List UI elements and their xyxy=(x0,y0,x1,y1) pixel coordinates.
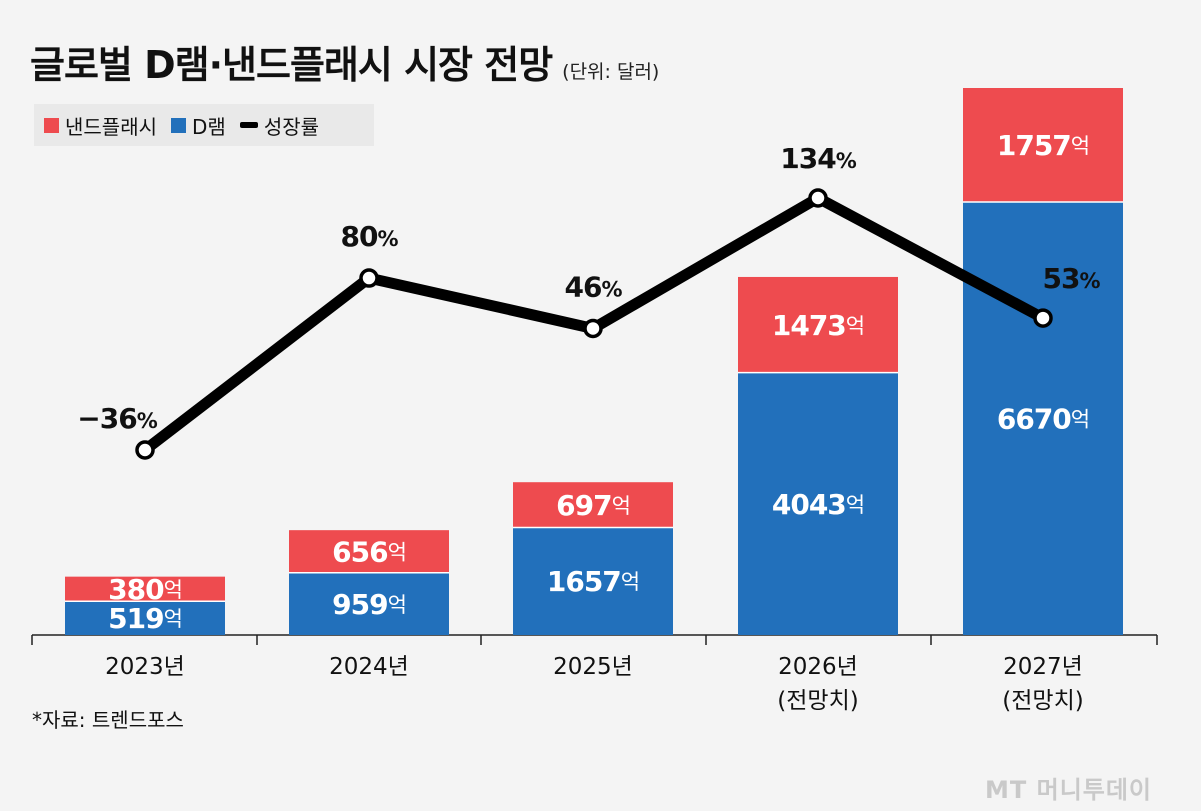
legend-item-growth: 성장률 xyxy=(239,111,320,140)
growth-label-value-2025년: 46 xyxy=(564,270,601,303)
dram-label-2024년-value: 959 xyxy=(332,588,387,621)
dram-bar-2023년 xyxy=(65,601,225,635)
nand-label-2026년: 1473억 xyxy=(772,309,864,342)
nand-label-2023년: 380억 xyxy=(108,573,182,606)
growth-label-2023년: −36% xyxy=(77,402,157,435)
nand-bar-2026년 xyxy=(738,276,898,373)
nand-label-2025년-value: 697 xyxy=(556,489,611,522)
legend-nand-label: 낸드플래시 xyxy=(65,114,157,139)
nand-label-2025년-suffix: 억 xyxy=(612,494,630,518)
nand-bar-2024년 xyxy=(289,530,449,573)
nand-swatch xyxy=(44,117,59,133)
growth-label-value-2023년: −36 xyxy=(77,402,136,435)
legend: 낸드플래시 D램 성장률 xyxy=(34,104,374,146)
nand-bar-2023년 xyxy=(65,576,225,602)
nand-label-2024년: 656억 xyxy=(332,535,406,568)
growth-label-suffix-2027년: % xyxy=(1079,269,1100,293)
nand-label-2023년-value: 380 xyxy=(108,573,164,606)
nand-label-2025년: 697억 xyxy=(556,489,630,522)
unit-label: (단위: 달러) xyxy=(562,61,660,83)
growth-label-suffix-2024년: % xyxy=(377,227,398,251)
nand-bar-2025년 xyxy=(513,482,673,528)
nand-label-2024년-suffix: 억 xyxy=(388,540,406,564)
dram-label-2026년-value: 4043 xyxy=(772,488,846,521)
x-tick-note-2026년: (전망치) xyxy=(777,688,858,714)
x-tick-label-2026년: 2026년 xyxy=(778,654,858,680)
dram-label-2026년-suffix: 억 xyxy=(846,493,864,517)
growth-point-2023년 xyxy=(135,440,155,460)
title-text: 글로벌 D램·낸드플래시 시장 전망 xyxy=(30,43,553,87)
nand-label-2024년-value: 656 xyxy=(332,535,387,568)
x-tick-label-2023년: 2023년 xyxy=(105,654,185,680)
growth-label-value-2026년: 134 xyxy=(780,142,836,175)
nand-label-2026년-suffix: 억 xyxy=(846,314,864,338)
dram-label-2025년: 1657억 xyxy=(547,565,639,598)
growth-label-suffix-2025년: % xyxy=(601,277,622,301)
dram-swatch xyxy=(171,117,186,133)
dram-label-2023년-suffix: 억 xyxy=(164,607,182,631)
dram-label-2027년-suffix: 억 xyxy=(1071,408,1089,432)
legend-growth-label: 성장률 xyxy=(263,114,320,139)
dram-label-2025년-suffix: 억 xyxy=(621,570,639,594)
dram-bar-2026년 xyxy=(738,372,898,635)
growth-label-suffix-2023년: % xyxy=(137,409,158,433)
legend-item-dram: D램 xyxy=(171,111,226,140)
x-tick-label-2025년: 2025년 xyxy=(553,654,633,680)
growth-label-2026년: 134% xyxy=(780,142,856,175)
nand-label-2026년-value: 1473 xyxy=(772,309,846,342)
dram-label-2027년: 6670억 xyxy=(997,403,1089,436)
dram-bar-2027년 xyxy=(963,202,1123,635)
growth-point-2025년 xyxy=(583,318,603,339)
nand-label-2023년-suffix: 억 xyxy=(164,578,182,602)
growth-label-2027년: 53% xyxy=(1042,262,1100,295)
x-tick-label-2024년: 2024년 xyxy=(329,654,409,680)
growth-label-2024년: 80% xyxy=(340,220,398,253)
x-tick-label-2027년: 2027년 xyxy=(1003,654,1083,680)
dram-label-2027년-value: 6670 xyxy=(997,403,1071,436)
source-note: *자료: 트렌드포스 xyxy=(32,708,184,732)
dram-label-2026년: 4043억 xyxy=(772,488,864,521)
dram-label-2023년-value: 519 xyxy=(108,602,163,635)
growth-label-value-2027년: 53 xyxy=(1042,262,1079,295)
nand-label-2027년-suffix: 억 xyxy=(1071,134,1089,158)
growth-point-2024년 xyxy=(359,268,379,288)
growth-label-suffix-2026년: % xyxy=(836,149,857,173)
growth-point-2027년 xyxy=(1033,308,1053,328)
dram-label-2024년-suffix: 억 xyxy=(388,593,406,617)
dram-label-2025년-value: 1657 xyxy=(547,565,621,598)
dram-bar-2024년 xyxy=(289,572,449,635)
growth-label-value-2024년: 80 xyxy=(340,220,377,253)
dram-bar-2025년 xyxy=(513,527,673,635)
nand-label-2027년: 1757억 xyxy=(997,129,1089,162)
growth-point-2026년 xyxy=(808,188,828,208)
chart-title: 글로벌 D램·낸드플래시 시장 전망 (단위: 달러) xyxy=(30,34,659,89)
growth-label-2025년: 46% xyxy=(564,270,622,303)
watermark: MT 머니투데이 xyxy=(985,776,1153,804)
growth-swatch xyxy=(239,122,258,128)
legend-item-nand: 낸드플래시 xyxy=(44,111,157,140)
legend-dram-label: D램 xyxy=(192,114,226,139)
nand-bar-2027년 xyxy=(963,88,1123,203)
nand-label-2027년-value: 1757 xyxy=(997,129,1071,162)
dram-label-2024년: 959억 xyxy=(332,588,406,621)
dram-label-2023년: 519억 xyxy=(108,602,182,635)
x-tick-note-2027년: (전망치) xyxy=(1002,688,1083,714)
